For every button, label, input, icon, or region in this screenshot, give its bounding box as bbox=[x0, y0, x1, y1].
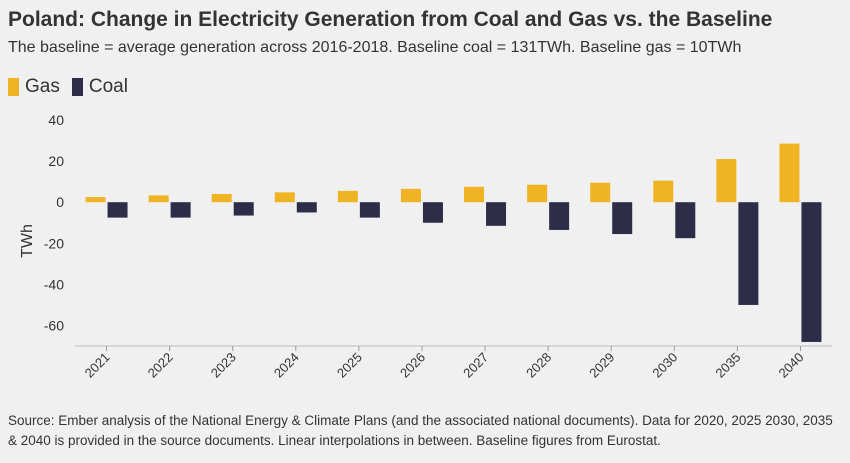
chart-title: Poland: Change in Electricity Generation… bbox=[8, 8, 773, 31]
x-axis: 2021 2022 2023 2024 2025 2026 2027 2028 2029 2030… bbox=[75, 345, 832, 381]
bar-coal-2029 bbox=[612, 202, 633, 235]
legend-label-gas: Gas bbox=[25, 76, 60, 97]
x-tick-label: 2023 bbox=[208, 350, 239, 381]
bar-coal-2022 bbox=[170, 202, 191, 218]
bar-coal-2026 bbox=[422, 202, 443, 223]
bar-gas-2030 bbox=[653, 180, 674, 203]
bar-coal-2027 bbox=[486, 202, 507, 226]
x-tick-label: 2030 bbox=[649, 350, 680, 381]
bar-coal-2040 bbox=[801, 202, 822, 342]
x-tick-label: 2035 bbox=[712, 350, 743, 381]
bar-gas-2027 bbox=[464, 186, 485, 203]
bar-coal-2023 bbox=[233, 202, 254, 216]
x-tick-label: 2040 bbox=[776, 350, 807, 381]
bar-gas-2021 bbox=[85, 197, 106, 203]
bar-coal-2035 bbox=[738, 202, 759, 305]
x-tick-label: 2024 bbox=[271, 350, 302, 381]
x-tick-label: 2026 bbox=[397, 350, 428, 381]
bars bbox=[85, 143, 822, 342]
bar-gas-2035 bbox=[716, 159, 737, 203]
x-tick-label: 2029 bbox=[586, 350, 617, 381]
x-tick-label: 2021 bbox=[82, 350, 113, 381]
bar-gas-2024 bbox=[274, 192, 295, 203]
legend-swatch-coal bbox=[71, 78, 83, 96]
y-axis-label: TWh bbox=[19, 224, 36, 258]
x-tick-label: 2027 bbox=[460, 350, 491, 381]
bar-gas-2028 bbox=[527, 184, 548, 203]
x-tick-label: 2025 bbox=[334, 350, 365, 381]
bar-gas-2025 bbox=[337, 190, 358, 203]
y-tick-label: 40 bbox=[48, 112, 64, 128]
bar-coal-2025 bbox=[359, 202, 380, 218]
x-tick-label: 2028 bbox=[523, 350, 554, 381]
bar-coal-2030 bbox=[675, 202, 696, 239]
y-tick-label: -20 bbox=[44, 235, 64, 251]
bar-coal-2024 bbox=[296, 202, 317, 213]
bar-coal-2021 bbox=[107, 202, 128, 218]
bar-gas-2040 bbox=[779, 143, 800, 203]
legend-swatch-gas bbox=[8, 78, 19, 96]
bar-gas-2022 bbox=[148, 195, 169, 203]
legend: Gas Coal bbox=[8, 76, 140, 98]
y-tick-label: -60 bbox=[44, 318, 64, 334]
y-tick-label: -40 bbox=[44, 276, 64, 292]
legend-item-coal: Coal bbox=[71, 76, 128, 98]
chart-subtitle: The baseline = average generation across… bbox=[8, 39, 742, 56]
y-tick-label: 0 bbox=[56, 194, 64, 210]
bar-gas-2026 bbox=[400, 188, 421, 203]
x-tick-label: 2022 bbox=[145, 350, 176, 381]
legend-item-gas: Gas bbox=[8, 76, 60, 98]
legend-label-coal: Coal bbox=[88, 76, 128, 97]
bar-gas-2029 bbox=[590, 182, 611, 203]
y-axis: 40 20 0 -20 -40 -60 bbox=[44, 112, 64, 334]
bar-gas-2023 bbox=[211, 193, 232, 203]
source-note: Source: Ember analysis of the National E… bbox=[8, 413, 833, 448]
y-tick-label: 20 bbox=[48, 153, 64, 169]
bar-coal-2028 bbox=[549, 202, 570, 230]
